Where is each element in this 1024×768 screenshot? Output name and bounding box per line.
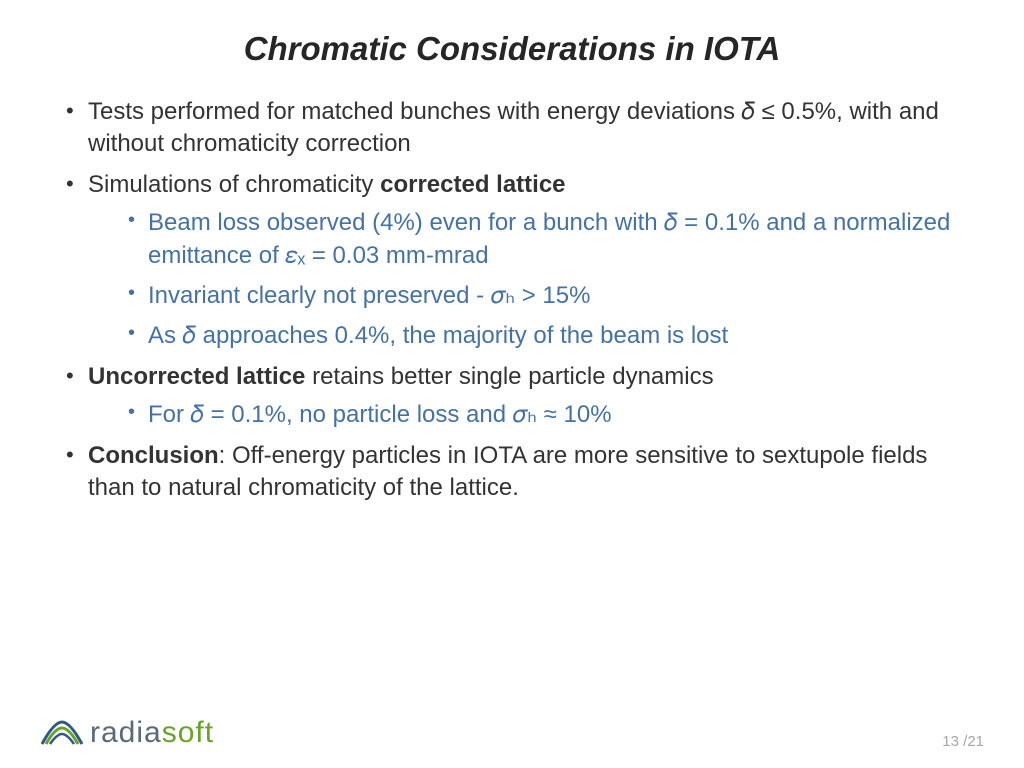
page-current: 13 [942,733,959,750]
bullet-2-text-a: Simulations of chromaticity [88,171,380,198]
logo-text-1: radia [90,716,162,749]
footer: radiasoft 13 /21 [40,716,984,750]
slide: Chromatic Considerations in IOTA Tests p… [0,0,1024,768]
bullet-3-sub-1-text: For 𝛿 = 0.1%, no particle loss and 𝜎ₕ ≈ … [148,401,612,428]
page-number: 13 /21 [942,733,984,750]
bullet-3-text-b: retains better single particle dynamics [305,363,713,390]
bullet-2-sub-1: Beam loss observed (4%) even for a bunch… [124,207,964,272]
page-total: 21 [967,733,984,750]
bullet-3-sub-1: For 𝛿 = 0.1%, no particle loss and 𝜎ₕ ≈ … [124,399,964,431]
bullet-2-sublist: Beam loss observed (4%) even for a bunch… [88,207,964,353]
bullet-3: Uncorrected lattice retains better singl… [60,361,964,432]
logo: radiasoft [40,716,214,750]
logo-text: radiasoft [90,716,214,750]
bullet-3-sublist: For 𝛿 = 0.1%, no particle loss and 𝜎ₕ ≈ … [88,399,964,431]
bullet-2-sub-2-text: Invariant clearly not preserved - 𝜎ₕ > 1… [148,282,590,309]
bullet-1-text: Tests performed for matched bunches with… [88,98,939,157]
logo-text-2: soft [162,716,214,749]
bullet-4: Conclusion: Off-energy particles in IOTA… [60,440,964,505]
bullet-2-sub-3-text: As 𝛿 approaches 0.4%, the majority of th… [148,322,728,349]
bullet-1: Tests performed for matched bunches with… [60,96,964,161]
bullet-3-text-a: Uncorrected lattice [88,363,305,390]
bullet-2-text-b: corrected lattice [380,171,565,198]
bullet-2-sub-3: As 𝛿 approaches 0.4%, the majority of th… [124,320,964,352]
slide-title: Chromatic Considerations in IOTA [60,30,964,68]
bullet-4-text-a: Conclusion [88,442,219,469]
bullet-2: Simulations of chromaticity corrected la… [60,169,964,353]
logo-icon [40,718,84,748]
bullet-2-sub-1-text: Beam loss observed (4%) even for a bunch… [148,209,950,268]
bullet-list: Tests performed for matched bunches with… [60,96,964,504]
bullet-2-sub-2: Invariant clearly not preserved - 𝜎ₕ > 1… [124,280,964,312]
